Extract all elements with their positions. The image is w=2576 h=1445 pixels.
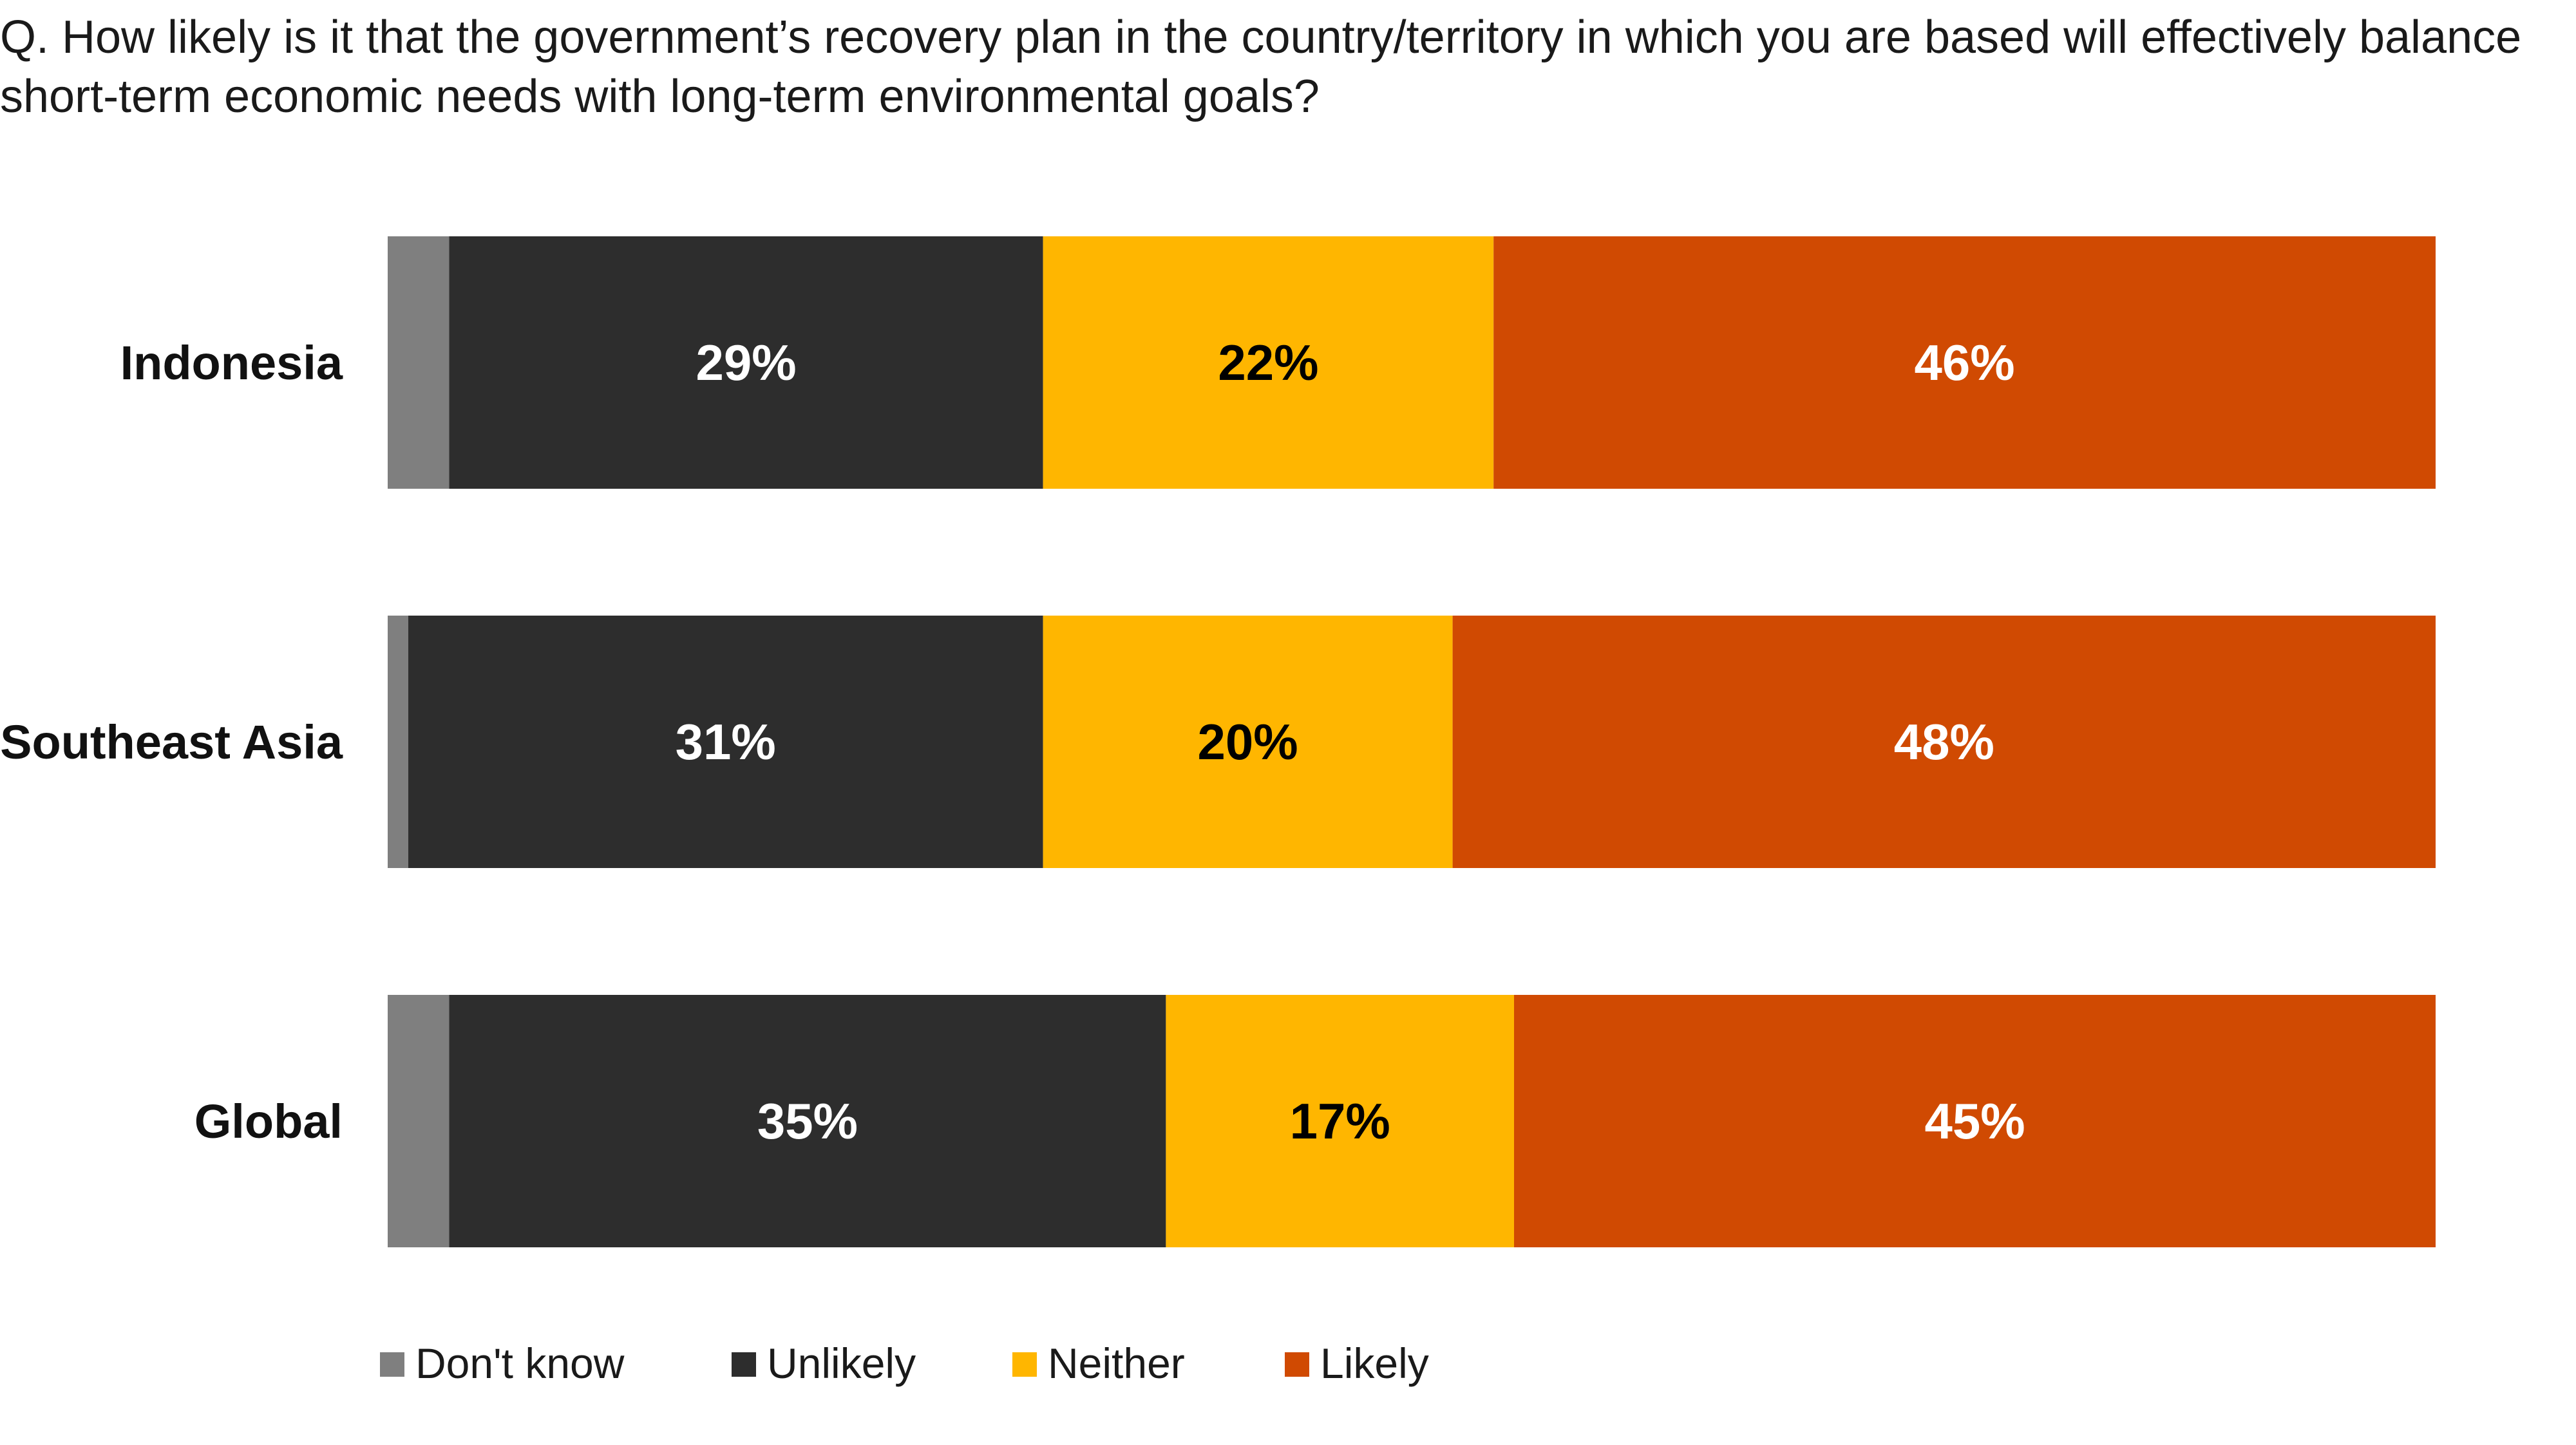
legend-swatch: [1285, 1352, 1309, 1377]
data-label: 48%: [1894, 713, 1994, 770]
data-label: 17%: [1290, 1093, 1390, 1149]
legend-label: Likely: [1320, 1339, 1429, 1387]
data-label: 45%: [1924, 1093, 2025, 1149]
bar-segment: [388, 995, 450, 1247]
data-label: 31%: [676, 713, 776, 770]
bar-segment: [1514, 995, 2436, 1247]
bar-segment: [408, 616, 1043, 868]
chart-title: Q. How likely is it that the government’…: [0, 12, 2522, 122]
bar-segment: [449, 236, 1043, 489]
data-label: 20%: [1198, 713, 1298, 770]
data-label: 22%: [1218, 334, 1318, 391]
legend-swatch: [732, 1352, 756, 1377]
legend-label: Unlikely: [767, 1339, 916, 1387]
category-label: Global: [194, 1095, 343, 1148]
bar-segment: [1043, 236, 1494, 489]
category-label: Southeast Asia: [0, 715, 343, 769]
legend-swatch: [380, 1352, 404, 1377]
legend-label: Neither: [1048, 1339, 1185, 1387]
category-label: Indonesia: [120, 336, 343, 390]
data-label: 29%: [696, 334, 796, 391]
bar-segment: [388, 616, 408, 868]
data-label: 46%: [1915, 334, 2015, 391]
bar-segment: [1166, 995, 1514, 1247]
bar-segment: [1043, 616, 1453, 868]
legend-label: Don't know: [415, 1339, 625, 1387]
data-label: 35%: [757, 1093, 858, 1149]
bar-segment: [388, 236, 450, 489]
bar-segment: [449, 995, 1166, 1247]
legend-swatch: [1012, 1352, 1037, 1377]
bar-segment: [1452, 616, 2436, 868]
bar-segment: [1493, 236, 2436, 489]
